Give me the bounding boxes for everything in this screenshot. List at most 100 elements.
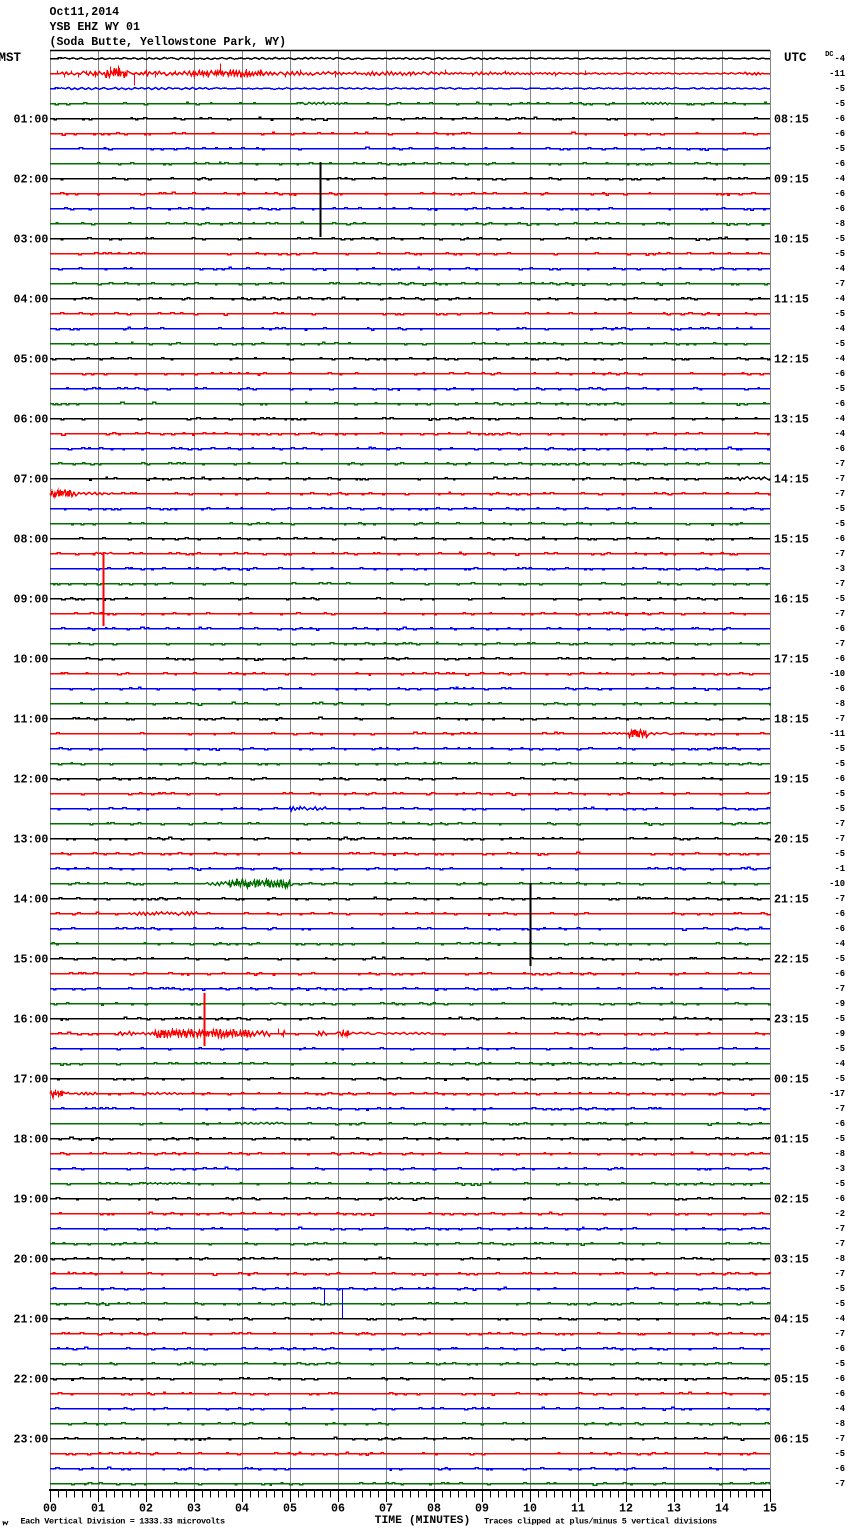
svg-text:-7: -7	[834, 1239, 845, 1249]
svg-text:-6: -6	[834, 399, 845, 409]
svg-text:Each Vertical Division = 1333.: Each Vertical Division = 1333.33 microvo…	[21, 1517, 226, 1527]
svg-text:-6: -6	[834, 159, 845, 169]
svg-text:-6: -6	[834, 204, 845, 214]
svg-text:TIME (MINUTES): TIME (MINUTES)	[375, 1515, 471, 1527]
svg-text:-6: -6	[834, 774, 845, 784]
svg-text:-6: -6	[834, 1374, 845, 1384]
svg-text:-11: -11	[829, 69, 845, 79]
svg-text:10:00: 10:00	[14, 654, 49, 667]
svg-text:16:00: 16:00	[14, 1014, 49, 1027]
svg-text:-5: -5	[834, 1179, 845, 1189]
svg-text:18:15: 18:15	[774, 714, 809, 727]
svg-text:-11: -11	[829, 729, 845, 739]
svg-text:03: 03	[187, 1503, 201, 1516]
svg-text:UTC: UTC	[784, 51, 807, 65]
svg-text:04: 04	[235, 1503, 249, 1516]
svg-text:21:15: 21:15	[774, 894, 809, 907]
svg-text:09:00: 09:00	[14, 594, 49, 607]
svg-text:-10: -10	[829, 669, 845, 679]
svg-text:-1: -1	[834, 864, 845, 874]
svg-text:-5: -5	[834, 339, 845, 349]
svg-text:10: 10	[523, 1503, 537, 1516]
svg-text:-6: -6	[834, 1464, 845, 1474]
svg-text:-5: -5	[834, 1134, 845, 1144]
svg-text:-7: -7	[834, 714, 845, 724]
svg-text:22:00: 22:00	[14, 1374, 49, 1387]
svg-text:-4: -4	[834, 174, 845, 184]
svg-text:-5: -5	[834, 99, 845, 109]
svg-text:20:15: 20:15	[774, 834, 809, 847]
svg-text:-7: -7	[834, 984, 845, 994]
svg-text:-5: -5	[834, 849, 845, 859]
svg-text:00:15: 00:15	[774, 1074, 809, 1087]
svg-text:-7: -7	[834, 1329, 845, 1339]
svg-text:21:00: 21:00	[14, 1314, 49, 1327]
svg-text:-7: -7	[834, 1479, 845, 1489]
svg-text:15:00: 15:00	[14, 954, 49, 967]
svg-text:12:00: 12:00	[14, 774, 49, 787]
svg-text:06: 06	[331, 1503, 345, 1516]
svg-text:YSB EHZ WY 01: YSB EHZ WY 01	[50, 21, 140, 34]
svg-text:10:15: 10:15	[774, 234, 809, 247]
svg-text:-4: -4	[834, 1059, 845, 1069]
svg-text:18:00: 18:00	[14, 1134, 49, 1147]
svg-text:-7: -7	[834, 579, 845, 589]
svg-text:-7: -7	[834, 819, 845, 829]
svg-text:-5: -5	[834, 384, 845, 394]
svg-text:-6: -6	[834, 189, 845, 199]
svg-text:-3: -3	[834, 564, 845, 574]
svg-text:22:15: 22:15	[774, 954, 809, 967]
svg-text:-6: -6	[834, 909, 845, 919]
svg-text:-6: -6	[834, 129, 845, 139]
svg-text:-4: -4	[834, 294, 845, 304]
svg-text:19:15: 19:15	[774, 774, 809, 787]
svg-text:-7: -7	[834, 1224, 845, 1234]
svg-text:-4: -4	[834, 264, 845, 274]
svg-text:08: 08	[427, 1503, 441, 1516]
svg-text:-5: -5	[834, 519, 845, 529]
svg-text:06:00: 06:00	[14, 414, 49, 427]
svg-text:-5: -5	[834, 744, 845, 754]
svg-text:-5: -5	[834, 789, 845, 799]
svg-text:01:15: 01:15	[774, 1134, 809, 1147]
svg-text:12: 12	[619, 1503, 633, 1516]
svg-text:-5: -5	[834, 249, 845, 259]
svg-text:-6: -6	[834, 624, 845, 634]
svg-text:13:15: 13:15	[774, 414, 809, 427]
svg-text:-5: -5	[834, 1074, 845, 1084]
svg-text:04:00: 04:00	[14, 294, 49, 307]
svg-text:-7: -7	[834, 459, 845, 469]
svg-text:MST: MST	[0, 51, 21, 65]
svg-text:-7: -7	[834, 834, 845, 844]
svg-text:-5: -5	[834, 594, 845, 604]
svg-text:-6: -6	[834, 654, 845, 664]
svg-text:-8: -8	[834, 1254, 845, 1264]
svg-text:11: 11	[571, 1503, 585, 1516]
svg-text:-4: -4	[834, 939, 845, 949]
svg-text:-6: -6	[834, 1194, 845, 1204]
svg-text:14:15: 14:15	[774, 474, 809, 487]
svg-text:23:00: 23:00	[14, 1434, 49, 1447]
svg-text:02: 02	[139, 1503, 153, 1516]
svg-text:23:15: 23:15	[774, 1014, 809, 1027]
svg-text:-5: -5	[834, 759, 845, 769]
svg-text:-7: -7	[834, 549, 845, 559]
svg-text:-7: -7	[834, 1434, 845, 1444]
svg-text:03:00: 03:00	[14, 234, 49, 247]
svg-text:09: 09	[475, 1503, 489, 1516]
svg-text:17:15: 17:15	[774, 654, 809, 667]
svg-text:05: 05	[283, 1503, 297, 1516]
svg-text:(Soda Butte, Yellowstone Park,: (Soda Butte, Yellowstone Park, WY)	[50, 36, 287, 49]
svg-text:DC: DC	[825, 51, 833, 59]
svg-text:05:00: 05:00	[14, 354, 49, 367]
svg-text:-8: -8	[834, 699, 845, 709]
svg-text:-5: -5	[834, 504, 845, 514]
svg-text:-5: -5	[834, 84, 845, 94]
svg-text:-9: -9	[834, 999, 845, 1009]
svg-text:-5: -5	[834, 1044, 845, 1054]
svg-text:17:00: 17:00	[14, 1074, 49, 1087]
svg-text:-7: -7	[834, 609, 845, 619]
svg-text:01: 01	[91, 1503, 105, 1516]
svg-text:-4: -4	[834, 414, 845, 424]
svg-text:-6: -6	[834, 114, 845, 124]
